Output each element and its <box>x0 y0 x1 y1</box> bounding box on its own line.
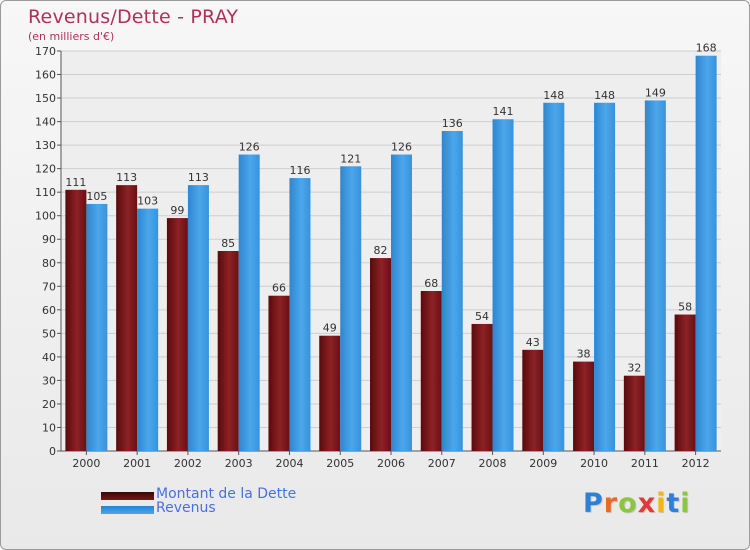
y-tick-label: 60 <box>42 304 56 317</box>
data-label-debt: 99 <box>170 204 184 217</box>
data-label-revenue: 168 <box>696 42 717 55</box>
data-label-revenue: 136 <box>442 117 463 130</box>
bar-debt <box>319 335 341 451</box>
bar-debt <box>522 349 544 451</box>
bar-debt <box>573 361 595 451</box>
bar-debt <box>471 323 493 451</box>
logo-letter: P <box>583 488 604 519</box>
bar-revenue <box>137 208 159 451</box>
logo-letter: i <box>656 488 667 519</box>
data-label-debt: 54 <box>475 310 489 323</box>
bar-revenue <box>492 119 514 451</box>
x-tick-label: 2011 <box>631 457 659 470</box>
bar-debt <box>217 251 239 451</box>
data-label-revenue: 116 <box>289 164 310 177</box>
bar-debt <box>65 189 87 451</box>
data-label-debt: 43 <box>526 336 540 349</box>
logo-letter: r <box>603 488 619 519</box>
data-label-debt: 49 <box>323 322 337 335</box>
bar-debt <box>420 291 442 451</box>
bar-debt <box>268 295 290 451</box>
data-label-debt: 111 <box>65 176 86 189</box>
bar-debt <box>623 375 645 451</box>
x-tick-label: 2012 <box>682 457 710 470</box>
data-label-debt: 58 <box>678 301 692 314</box>
data-label-revenue: 148 <box>594 89 615 102</box>
bar-revenue <box>644 100 666 451</box>
bar-debt <box>370 258 391 451</box>
data-label-debt: 85 <box>221 237 235 250</box>
data-label-debt: 66 <box>272 282 286 295</box>
x-tick-label: 2001 <box>123 457 151 470</box>
bar-revenue <box>543 102 565 451</box>
y-tick-label: 50 <box>42 327 56 340</box>
chart-subtitle: (en milliers d'€) <box>28 30 115 43</box>
x-tick-label: 2007 <box>428 457 456 470</box>
data-label-revenue: 126 <box>239 141 260 154</box>
legend-label-debt: Montant de la Dette <box>156 486 297 502</box>
data-label-debt: 68 <box>424 277 438 290</box>
y-tick-label: 160 <box>35 69 56 82</box>
data-label-revenue: 141 <box>493 105 514 118</box>
bar-revenue <box>187 185 209 451</box>
y-tick-label: 150 <box>35 92 56 105</box>
data-label-debt: 82 <box>374 244 388 257</box>
y-tick-label: 20 <box>42 398 56 411</box>
x-tick-label: 2002 <box>174 457 202 470</box>
x-tick-label: 2008 <box>479 457 507 470</box>
y-tick-label: 120 <box>35 163 56 176</box>
data-label-revenue: 121 <box>340 152 361 165</box>
data-label-revenue: 113 <box>188 171 209 184</box>
legend-swatch-revenue <box>101 506 154 514</box>
proxiti-logo: Proxiti <box>583 488 691 519</box>
x-tick-label: 2006 <box>377 457 405 470</box>
bar-revenue <box>86 203 108 451</box>
x-tick-label: 2000 <box>72 457 100 470</box>
logo-letter: i <box>680 488 691 519</box>
bar-debt <box>116 185 138 451</box>
legend-label-revenue: Revenus <box>156 500 216 516</box>
bar-revenue <box>289 178 311 451</box>
y-tick-label: 110 <box>35 186 56 199</box>
logo-letter: x <box>637 488 657 519</box>
x-tick-label: 2004 <box>275 457 303 470</box>
bar-revenue <box>695 55 717 452</box>
x-tick-label: 2003 <box>225 457 253 470</box>
bar-revenue <box>238 154 260 451</box>
data-label-debt: 113 <box>116 171 137 184</box>
data-label-revenue: 148 <box>543 89 564 102</box>
x-tick-label: 2009 <box>529 457 557 470</box>
data-label-debt: 38 <box>577 348 591 361</box>
bar-revenue <box>391 154 412 451</box>
y-tick-label: 70 <box>42 280 56 293</box>
y-tick-label: 100 <box>35 210 56 223</box>
data-label-revenue: 103 <box>137 195 158 208</box>
bar-revenue <box>340 166 362 451</box>
x-tick-label: 2010 <box>580 457 608 470</box>
y-tick-label: 30 <box>42 374 56 387</box>
chart-title: Revenus/Dette - PRAY <box>28 6 239 28</box>
bar-revenue <box>441 131 463 451</box>
bar-debt <box>674 314 696 451</box>
y-tick-label: 80 <box>42 257 56 270</box>
bar-revenue <box>594 102 616 451</box>
logo-letter: t <box>666 488 681 519</box>
y-tick-label: 0 <box>49 445 56 458</box>
y-tick-label: 170 <box>35 45 56 58</box>
logo-letter: o <box>618 488 638 519</box>
x-tick-label: 2005 <box>326 457 354 470</box>
y-tick-label: 140 <box>35 116 56 129</box>
y-tick-label: 40 <box>42 351 56 364</box>
y-tick-label: 90 <box>42 233 56 246</box>
bar-debt <box>166 218 188 451</box>
y-tick-label: 10 <box>42 421 56 434</box>
y-tick-label: 130 <box>35 139 56 152</box>
data-label-revenue: 105 <box>86 190 107 203</box>
data-label-debt: 32 <box>627 362 641 375</box>
data-label-revenue: 149 <box>645 86 666 99</box>
data-label-revenue: 126 <box>391 141 412 154</box>
legend-swatch-debt <box>101 492 154 500</box>
